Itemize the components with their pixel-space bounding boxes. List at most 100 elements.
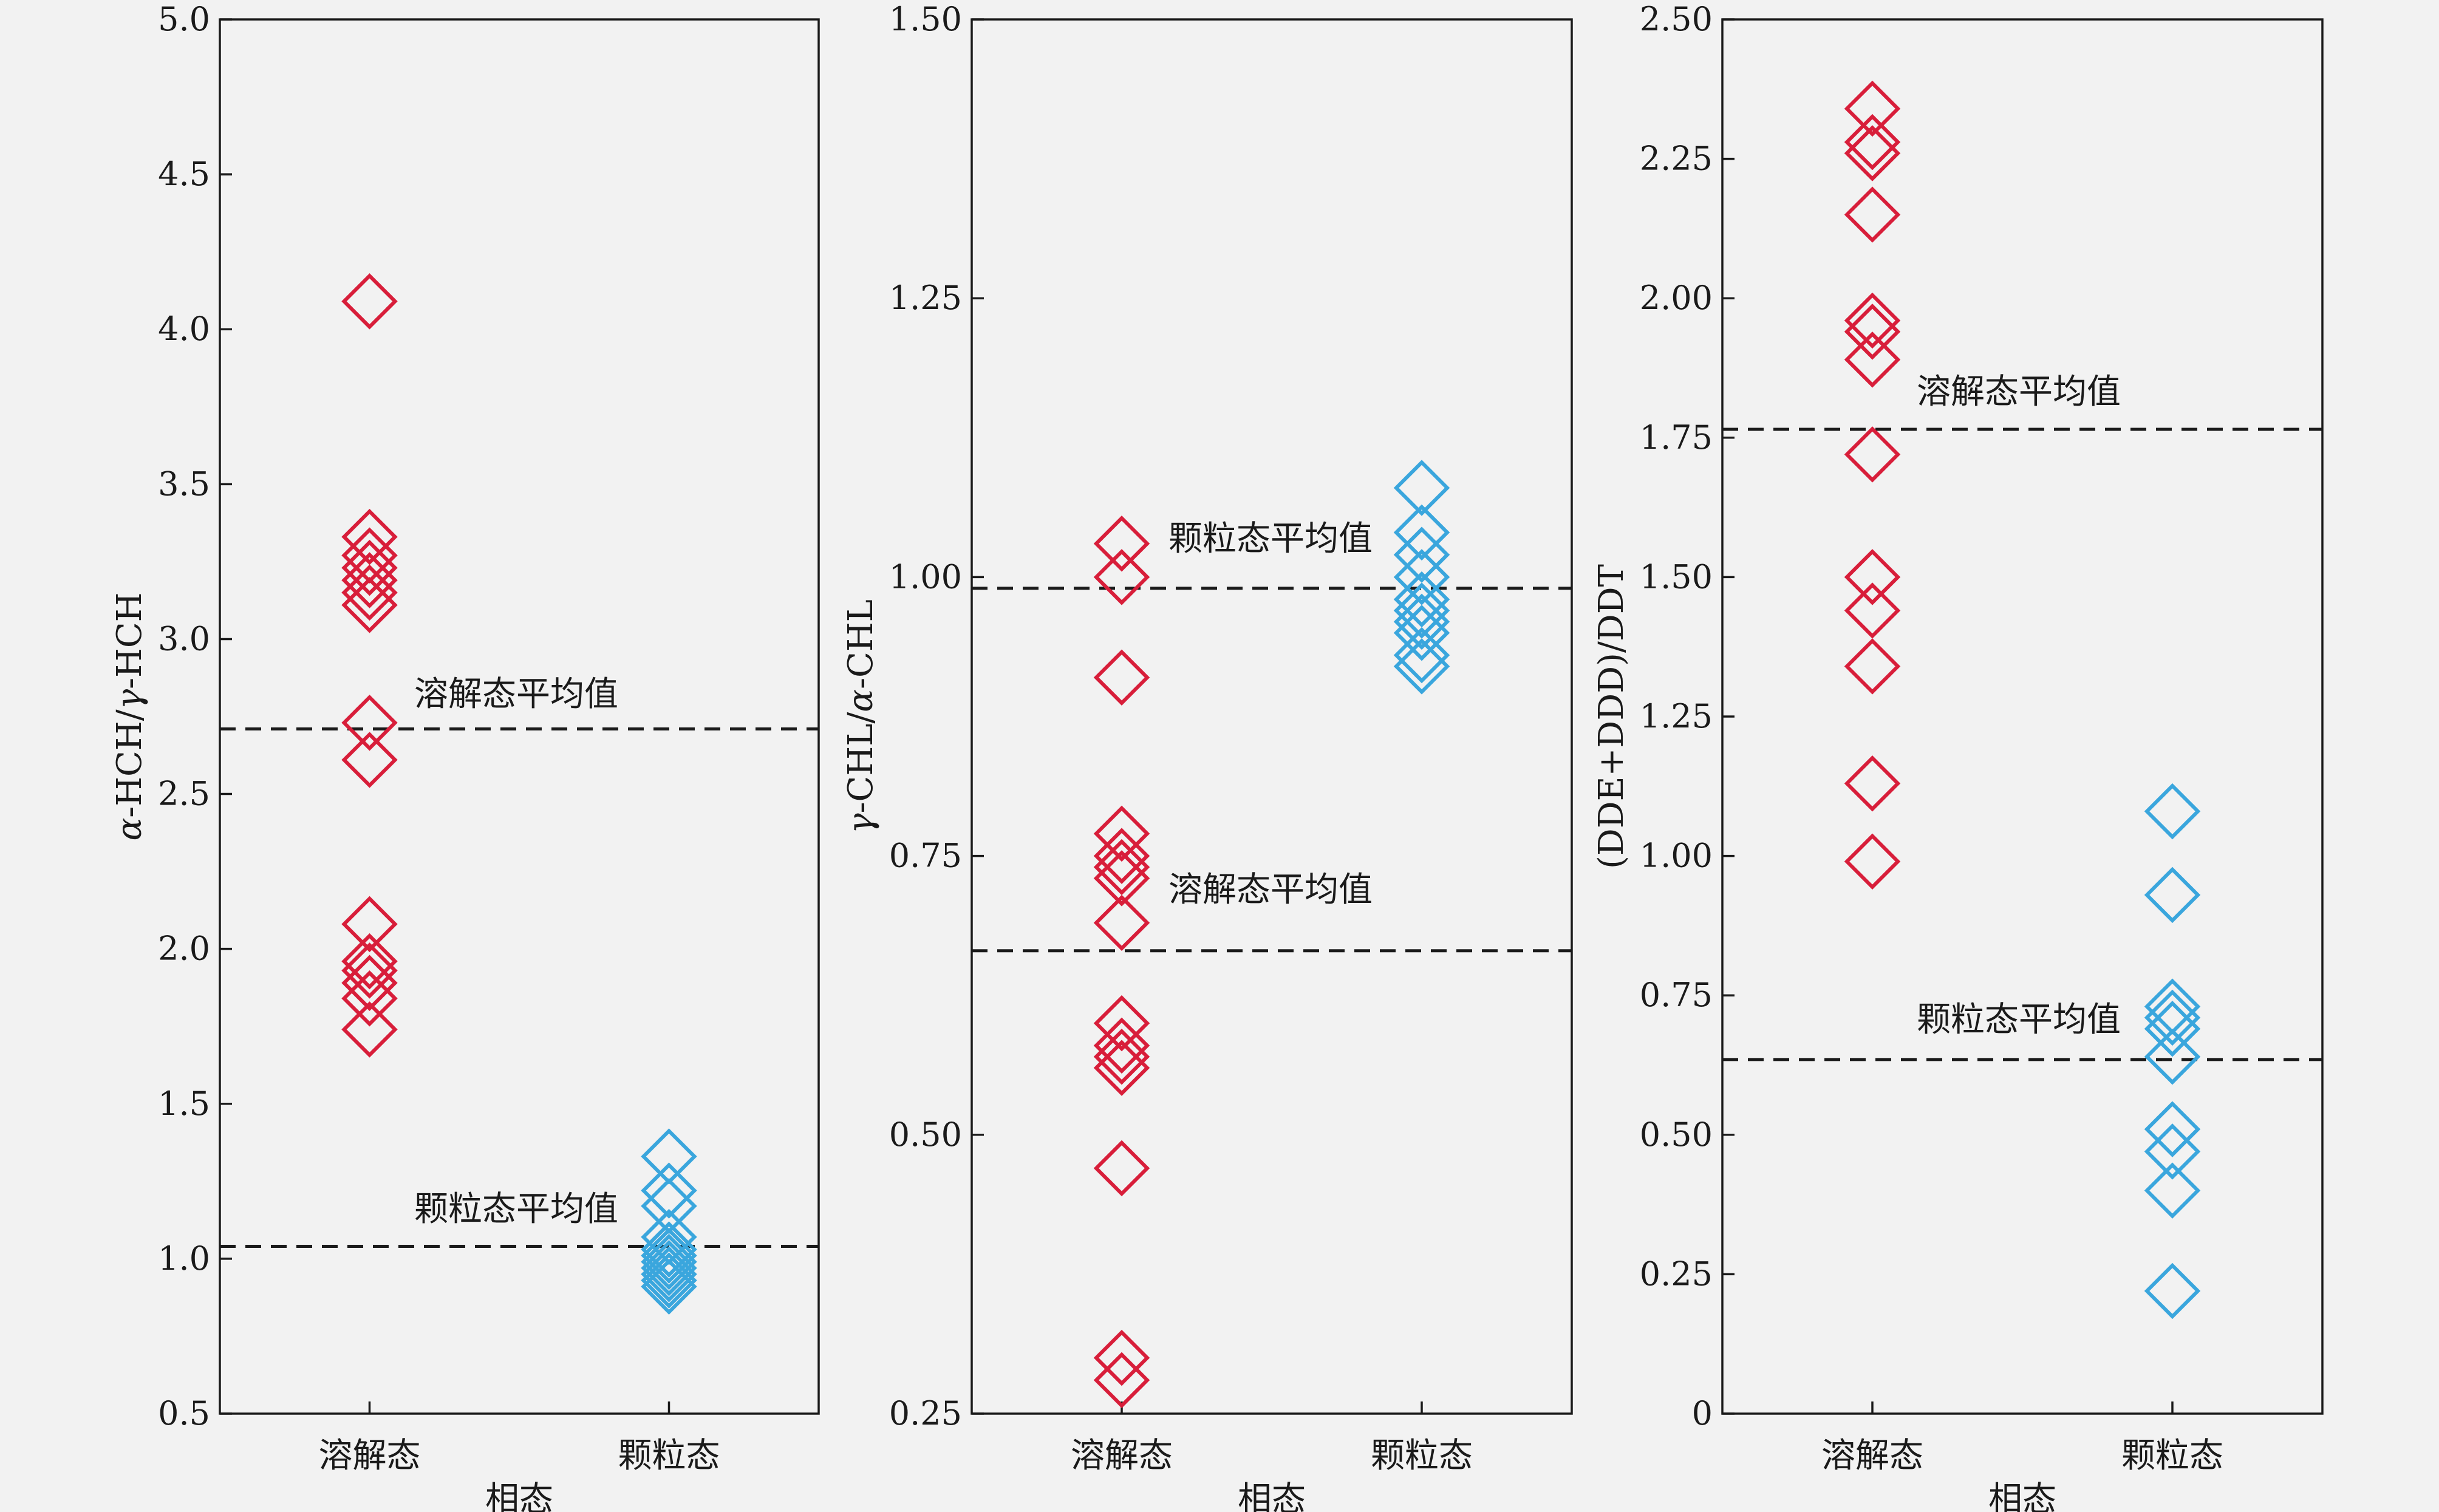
data-point-marker bbox=[341, 896, 398, 953]
y-tick-label: 1.0 bbox=[158, 1239, 210, 1278]
data-point-marker bbox=[1093, 1040, 1150, 1096]
data-point-marker bbox=[1093, 894, 1150, 952]
data-point-marker bbox=[1093, 850, 1150, 907]
data-point-marker bbox=[1393, 526, 1450, 583]
data-point-marker bbox=[1093, 839, 1150, 896]
y-tick-label: 0.50 bbox=[1640, 1115, 1713, 1154]
y-tick-label: 2.00 bbox=[1640, 279, 1713, 317]
data-point-marker bbox=[341, 933, 398, 990]
y-tick-label: 1.50 bbox=[889, 0, 962, 38]
data-point-marker bbox=[1844, 638, 1901, 695]
data-point-marker bbox=[1844, 755, 1901, 812]
data-point-marker bbox=[341, 552, 398, 608]
data-point-marker bbox=[1093, 828, 1150, 884]
data-point-marker bbox=[1844, 304, 1901, 360]
data-point-marker bbox=[2144, 1262, 2201, 1320]
x-category-label: 颗粒态 bbox=[2121, 1436, 2223, 1476]
data-point-marker bbox=[1393, 571, 1450, 628]
mean-line-label: 颗粒态平均值 bbox=[1168, 519, 1373, 559]
data-point-marker bbox=[1393, 627, 1450, 684]
data-point-marker bbox=[641, 1221, 697, 1278]
data-point-marker bbox=[641, 1227, 697, 1284]
mean-line-label: 溶解态平均值 bbox=[1168, 870, 1373, 910]
y-tick-label: 1.50 bbox=[1640, 557, 1713, 596]
data-point-marker bbox=[2144, 989, 2201, 1046]
y-tick-label: 4.0 bbox=[158, 310, 210, 348]
data-point-marker bbox=[1844, 582, 1901, 639]
data-point-marker bbox=[641, 1258, 697, 1315]
data-point-marker bbox=[341, 1001, 398, 1058]
plot-frame bbox=[970, 18, 1573, 1415]
y-tick-label: 2.25 bbox=[1640, 140, 1713, 178]
data-point-marker bbox=[2144, 1162, 2201, 1219]
data-point-marker bbox=[1844, 114, 1901, 171]
y-tick-label: 1.25 bbox=[1640, 697, 1713, 735]
data-point-marker bbox=[2144, 867, 2201, 924]
data-point-marker bbox=[1844, 292, 1901, 349]
mean-line-label: 颗粒态平均值 bbox=[1917, 1000, 2121, 1040]
data-point-marker bbox=[1093, 549, 1150, 605]
x-category-label: 溶解态 bbox=[1821, 1436, 1923, 1476]
y-tick-label: 1.00 bbox=[889, 557, 962, 596]
data-point-marker bbox=[2144, 1028, 2201, 1085]
y-tick-label: 0.75 bbox=[1640, 976, 1713, 1014]
y-tick-label: 0.5 bbox=[158, 1394, 210, 1432]
data-point-marker bbox=[1093, 516, 1150, 572]
data-point-marker bbox=[341, 970, 398, 1027]
data-point-marker bbox=[341, 577, 398, 633]
x-category-label: 溶解态 bbox=[1071, 1436, 1173, 1476]
y-tick-label: 3.5 bbox=[158, 465, 210, 503]
data-point-marker bbox=[341, 955, 398, 1012]
y-tick-label: 3.0 bbox=[158, 619, 210, 658]
mean-line-label: 溶解态平均值 bbox=[1917, 372, 2121, 412]
x-axis-title: 相态 bbox=[1238, 1480, 1306, 1512]
data-point-marker bbox=[1393, 582, 1450, 639]
data-point-marker bbox=[641, 1252, 697, 1309]
y-tick-label: 1.25 bbox=[889, 279, 962, 317]
y-tick-label: 0.25 bbox=[889, 1394, 962, 1432]
data-point-marker bbox=[641, 1246, 697, 1303]
data-point-marker bbox=[1093, 1028, 1150, 1085]
data-point-marker bbox=[2144, 1001, 2201, 1057]
data-point-marker bbox=[1844, 80, 1901, 137]
data-point-marker bbox=[1093, 995, 1150, 1052]
data-point-marker bbox=[2144, 1123, 2201, 1180]
chart-panel-3: 0 0.25 0.50 0.75 1.00 1.25 1.50 1.75 2.00 2.25 2.5… bbox=[1592, 0, 2324, 1512]
data-point-marker bbox=[341, 508, 398, 565]
y-tick-label: 0 bbox=[1692, 1394, 1713, 1432]
y-tick-label: 5.0 bbox=[158, 0, 210, 38]
data-point-marker bbox=[341, 539, 398, 596]
plot-frame bbox=[219, 18, 820, 1415]
x-category-label: 颗粒态 bbox=[1371, 1436, 1473, 1476]
data-point-marker bbox=[1844, 125, 1901, 182]
data-point-marker bbox=[1393, 504, 1450, 561]
data-point-marker bbox=[1093, 805, 1150, 862]
x-axis-title: 相态 bbox=[1988, 1480, 2056, 1512]
y-axis-title: α-HCH/γ-HCH bbox=[110, 592, 149, 840]
y-tick-label: 2.50 bbox=[1640, 0, 1713, 38]
data-point-marker bbox=[1844, 426, 1901, 483]
data-point-marker bbox=[341, 942, 398, 999]
x-axis-title: 相态 bbox=[485, 1480, 553, 1512]
data-point-marker bbox=[1093, 1017, 1150, 1074]
data-point-marker bbox=[641, 1239, 697, 1296]
mean-line-label: 溶解态平均值 bbox=[414, 675, 618, 714]
data-point-marker bbox=[1393, 638, 1450, 695]
data-point-marker bbox=[1393, 460, 1450, 516]
y-tick-label: 0.25 bbox=[1640, 1255, 1713, 1293]
data-point-marker bbox=[1093, 1352, 1150, 1409]
data-point-marker bbox=[1844, 549, 1901, 605]
data-point-marker bbox=[641, 1162, 697, 1219]
data-point-marker bbox=[1844, 186, 1901, 243]
data-point-marker bbox=[341, 564, 398, 621]
y-tick-label: 0.50 bbox=[889, 1115, 962, 1154]
y-tick-label: 1.5 bbox=[158, 1085, 210, 1123]
y-tick-label: 1.00 bbox=[1640, 837, 1713, 875]
data-point-marker bbox=[1093, 1329, 1150, 1386]
y-tick-label: 1.75 bbox=[1640, 418, 1713, 457]
data-point-marker bbox=[641, 1233, 697, 1290]
data-point-marker bbox=[1393, 549, 1450, 605]
